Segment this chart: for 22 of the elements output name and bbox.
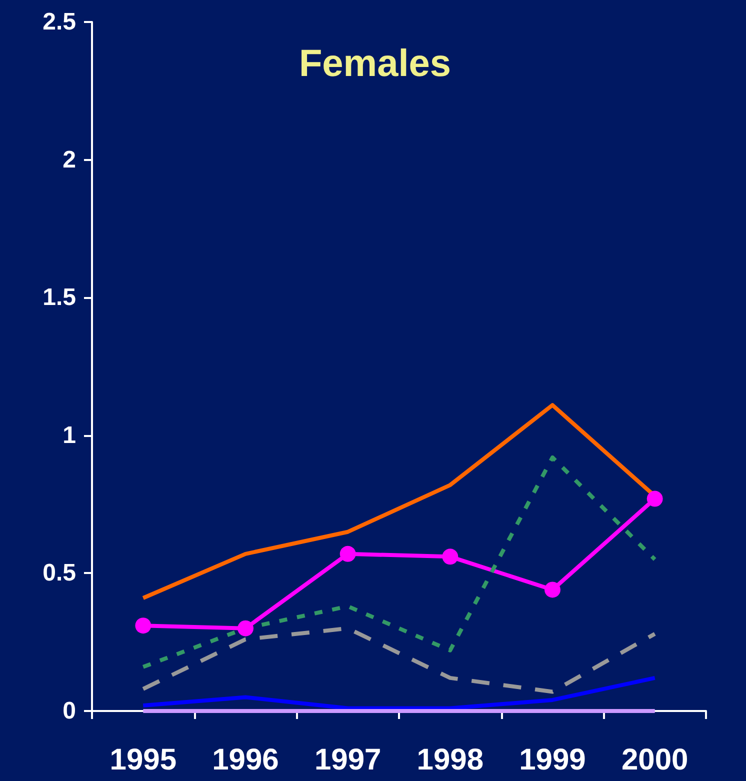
point: [442, 548, 458, 565]
y-tick-label: 1: [62, 422, 76, 449]
line-series: [141, 626, 657, 694]
y-tick-label: 0.5: [42, 560, 76, 587]
x-tick-label: 1998: [416, 744, 484, 776]
y-tick-label: 0: [62, 698, 76, 724]
x-tick-label: 1996: [212, 744, 279, 776]
text: Females: [298, 43, 452, 85]
y-tick-label: 2: [62, 146, 76, 174]
x-tick-label: 1995: [110, 744, 177, 776]
y-tick-label: 2.5: [42, 8, 76, 36]
x-tick-label: 2000: [621, 744, 688, 776]
line-series: [141, 676, 657, 710]
point: [646, 490, 663, 507]
point: [135, 618, 152, 634]
point: [340, 546, 356, 562]
y-tick-label: 1.5: [42, 284, 76, 312]
point: [238, 620, 254, 636]
x-tick-label: 1999: [519, 744, 586, 776]
x-tick-label: 1997: [314, 744, 382, 776]
point: [544, 582, 560, 598]
line-series: [141, 455, 657, 669]
